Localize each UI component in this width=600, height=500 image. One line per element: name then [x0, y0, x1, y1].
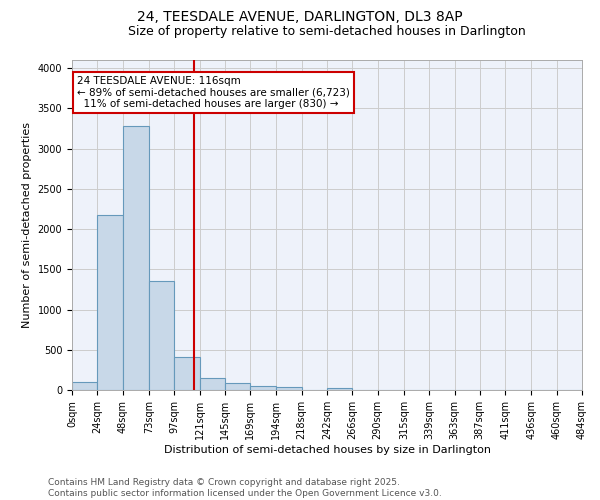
Bar — [72, 382, 97, 390]
Title: Size of property relative to semi-detached houses in Darlington: Size of property relative to semi-detach… — [128, 25, 526, 38]
Bar — [97, 215, 122, 390]
Bar — [225, 383, 250, 390]
Bar — [122, 126, 149, 390]
Bar — [199, 378, 225, 390]
Bar — [149, 282, 174, 390]
X-axis label: Distribution of semi-detached houses by size in Darlington: Distribution of semi-detached houses by … — [163, 444, 491, 454]
Text: Contains HM Land Registry data © Crown copyright and database right 2025.
Contai: Contains HM Land Registry data © Crown c… — [48, 478, 442, 498]
Text: 24 TEESDALE AVENUE: 116sqm
← 89% of semi-detached houses are smaller (6,723)
  1: 24 TEESDALE AVENUE: 116sqm ← 89% of semi… — [77, 76, 350, 110]
Bar — [277, 387, 302, 390]
Text: 24, TEESDALE AVENUE, DARLINGTON, DL3 8AP: 24, TEESDALE AVENUE, DARLINGTON, DL3 8AP — [137, 10, 463, 24]
Y-axis label: Number of semi-detached properties: Number of semi-detached properties — [22, 122, 32, 328]
Bar — [250, 386, 277, 390]
Bar — [174, 357, 199, 390]
Bar — [327, 388, 352, 390]
